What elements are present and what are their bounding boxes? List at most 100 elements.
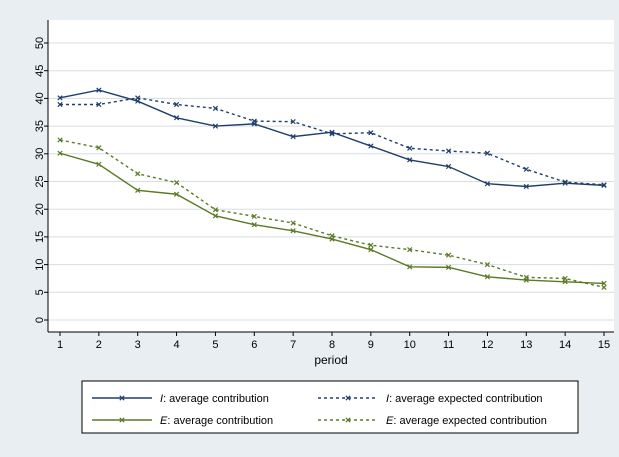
y-tick-label: 50 — [34, 37, 46, 49]
series-point — [135, 95, 141, 101]
x-tick-label: 10 — [404, 339, 416, 351]
x-tick-label: 7 — [290, 339, 296, 351]
series-point — [562, 179, 568, 185]
y-tick-label: 35 — [34, 120, 46, 132]
series-point — [212, 123, 219, 129]
series-point — [329, 131, 335, 137]
series-point — [96, 87, 102, 93]
series-point — [368, 130, 374, 136]
x-axis-title: period — [314, 353, 347, 367]
legend-label-prefix: I — [160, 393, 163, 405]
point-stroke — [523, 166, 529, 172]
legend-label-suffix: : average contribution — [163, 393, 269, 405]
point-stroke — [407, 264, 413, 270]
y-tick-label: 30 — [34, 148, 46, 160]
y-tick-label: 45 — [34, 65, 46, 77]
legend-item-2: E: average contribution — [92, 415, 273, 427]
series-point — [407, 264, 413, 270]
point-stroke — [368, 247, 374, 253]
x-tick-label: 9 — [368, 339, 374, 351]
series-point — [407, 247, 413, 253]
series-point — [135, 171, 141, 177]
series-point — [407, 145, 413, 151]
point-stroke — [329, 129, 335, 135]
series-point — [523, 274, 529, 280]
series-point — [445, 148, 452, 154]
series-point — [135, 187, 141, 193]
legend-label-prefix: I — [386, 393, 389, 405]
x-tick-label: 3 — [135, 339, 141, 351]
series-point — [484, 274, 491, 280]
series-point — [57, 101, 63, 108]
point-stroke — [407, 247, 413, 253]
x-tick-label: 12 — [481, 339, 493, 351]
point-stroke — [601, 284, 607, 290]
series-point — [445, 163, 452, 170]
series-point — [173, 115, 180, 121]
point-stroke — [135, 187, 141, 193]
point-stroke — [562, 179, 568, 185]
point-stroke — [290, 228, 296, 234]
point-stroke — [329, 233, 335, 239]
y-tick-label: 5 — [34, 289, 46, 295]
series-point — [212, 213, 219, 219]
legend-label-suffix: : average expected contribution — [393, 415, 547, 427]
point-stroke — [290, 220, 296, 226]
series-point — [523, 166, 529, 172]
series-point — [57, 150, 63, 156]
point-stroke — [290, 119, 296, 125]
point-stroke — [484, 261, 491, 268]
point-stroke — [562, 275, 568, 282]
y-tick-label: 0 — [34, 317, 46, 323]
series-point — [601, 284, 607, 290]
point-stroke — [135, 171, 141, 177]
point-stroke — [173, 179, 180, 186]
legend-label: E: average expected contribution — [386, 415, 547, 427]
point-stroke — [445, 252, 452, 258]
y-tick-label: 20 — [34, 203, 46, 215]
legend-label-prefix: E — [386, 415, 394, 427]
x-tick-label: 8 — [329, 339, 335, 351]
series-point — [173, 101, 180, 108]
x-tick-label: 15 — [598, 339, 610, 351]
series-point — [601, 280, 607, 287]
series-point — [368, 247, 374, 253]
series-point — [57, 95, 63, 101]
x-tick-label: 13 — [520, 339, 532, 351]
point-stroke — [96, 145, 102, 151]
legend: I: average contribution I: average expect… — [81, 380, 579, 434]
x-tick-label: 11 — [443, 339, 454, 351]
series-point — [345, 417, 351, 423]
grid-lines — [48, 42, 614, 321]
point-stroke — [445, 264, 452, 270]
point-stroke — [135, 95, 141, 101]
point-stroke — [119, 395, 125, 401]
series-point — [290, 119, 296, 125]
point-stroke — [212, 105, 219, 111]
series-point — [368, 143, 374, 149]
point-stroke — [57, 95, 63, 101]
legend-label: E: average contribution — [160, 415, 273, 427]
series-point — [407, 157, 413, 163]
point-stroke — [407, 145, 413, 151]
series-point — [96, 161, 102, 167]
series-point — [251, 222, 257, 228]
point-stroke — [173, 101, 180, 108]
point-stroke — [212, 213, 219, 219]
y-tick-label: 15 — [34, 231, 46, 243]
point-stroke — [484, 274, 491, 280]
series-point — [329, 233, 335, 239]
point-stroke — [562, 180, 568, 186]
x-tick-label: 5 — [212, 339, 218, 351]
point-stroke — [484, 181, 491, 187]
series-point — [212, 105, 219, 111]
point-stroke — [173, 191, 180, 197]
y-tick-label: 25 — [34, 175, 46, 187]
point-stroke — [290, 134, 296, 140]
series-point — [290, 228, 296, 234]
point-stroke — [407, 157, 413, 163]
series-point — [173, 191, 180, 197]
legend-label-prefix: E — [160, 415, 168, 427]
